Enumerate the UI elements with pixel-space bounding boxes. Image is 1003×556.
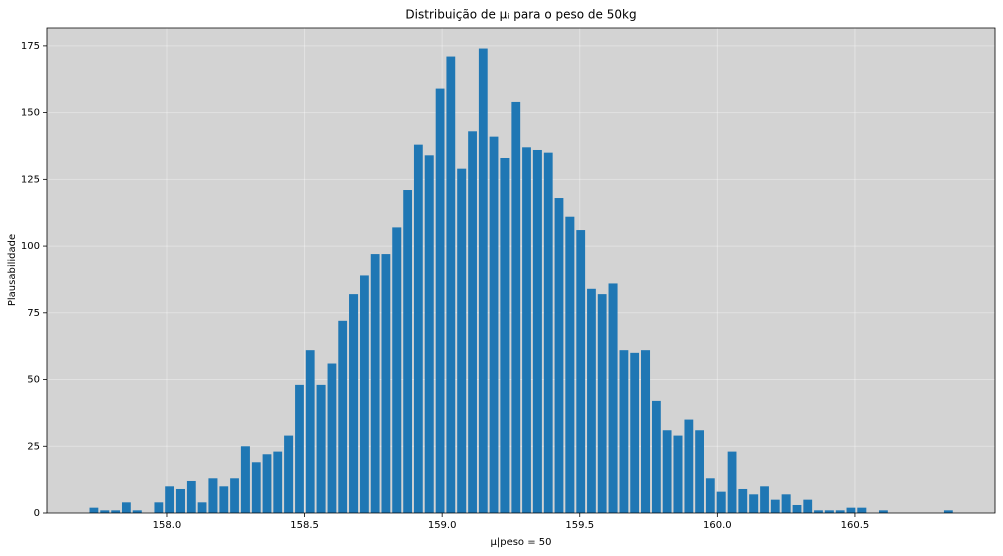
bar (695, 430, 704, 513)
bar (175, 488, 185, 513)
bar (597, 294, 607, 513)
bar (111, 510, 121, 513)
bar (608, 283, 618, 513)
bar (208, 478, 218, 513)
plot-frame (46, 27, 996, 514)
bar (749, 494, 759, 513)
bar (500, 157, 510, 513)
bar (803, 499, 813, 513)
bar (219, 486, 229, 513)
bar (468, 131, 477, 514)
bar (543, 152, 553, 514)
bar (327, 363, 337, 513)
y-tick-label: 100 (21, 241, 40, 252)
bar (305, 350, 315, 513)
y-tick-label: 75 (27, 308, 40, 319)
bar (349, 294, 359, 513)
bar (554, 198, 564, 513)
bar (230, 478, 239, 513)
x-tick-label: 160.5 (841, 520, 870, 531)
bar (273, 451, 283, 513)
bar (262, 454, 272, 513)
bar (413, 144, 423, 513)
y-tick-label: 50 (27, 375, 40, 386)
bar (89, 507, 99, 513)
bar (587, 288, 596, 513)
bar (651, 400, 661, 513)
y-axis-label: Plausabilidade (7, 234, 18, 306)
x-tick-label: 160.0 (703, 520, 732, 531)
plot-background (47, 28, 995, 513)
bar (857, 507, 867, 513)
bar (770, 499, 780, 513)
bar (284, 435, 294, 513)
bar (403, 190, 413, 513)
bar (565, 216, 575, 514)
bar (478, 48, 488, 514)
bar (360, 275, 369, 513)
bar (684, 419, 694, 513)
x-tick-label: 158.5 (290, 520, 319, 531)
bar (532, 149, 542, 513)
bar (814, 510, 823, 513)
bar (121, 502, 131, 513)
x-tick-label: 158.0 (153, 520, 182, 531)
bar (630, 352, 640, 513)
y-tick-label: 175 (21, 41, 40, 52)
bar (100, 510, 110, 513)
bar (792, 504, 802, 513)
chart-title: Distribuição de μᵢ para o peso de 50kg (405, 8, 636, 22)
bar (132, 510, 142, 513)
bar (824, 510, 834, 513)
bar (511, 101, 521, 514)
y-tick-label: 125 (21, 174, 40, 185)
bar (879, 510, 888, 513)
y-tick-label: 25 (27, 441, 40, 452)
x-axis-label: μ|peso = 50 (490, 537, 551, 548)
bar (435, 88, 445, 513)
bar (641, 350, 651, 513)
x-tick-label: 159.5 (565, 520, 594, 531)
bar (662, 430, 672, 513)
bar (197, 502, 207, 513)
bar (316, 384, 326, 513)
bar (943, 510, 953, 513)
bar (522, 147, 531, 513)
bar (738, 488, 748, 513)
bar (295, 384, 304, 513)
bar (338, 320, 348, 513)
bar (446, 56, 456, 513)
bar (392, 227, 402, 514)
bar (781, 494, 791, 513)
bar (619, 350, 629, 513)
y-tick-label: 0 (34, 508, 40, 519)
bar (727, 451, 737, 513)
bar (716, 491, 726, 513)
bar (251, 462, 261, 513)
bar (240, 446, 250, 513)
bar (846, 507, 856, 513)
bar (186, 480, 196, 513)
bar (835, 510, 845, 513)
y-tick-label: 150 (21, 108, 40, 119)
bar (489, 136, 499, 513)
bar (381, 254, 391, 513)
bar (760, 486, 769, 513)
bar (705, 478, 715, 513)
bar (424, 155, 434, 513)
bar (370, 254, 380, 513)
bar (457, 168, 467, 513)
bar (154, 502, 164, 513)
bar (673, 435, 683, 513)
x-tick-label: 159.0 (428, 520, 457, 531)
bar (165, 486, 174, 513)
bar (576, 230, 586, 513)
